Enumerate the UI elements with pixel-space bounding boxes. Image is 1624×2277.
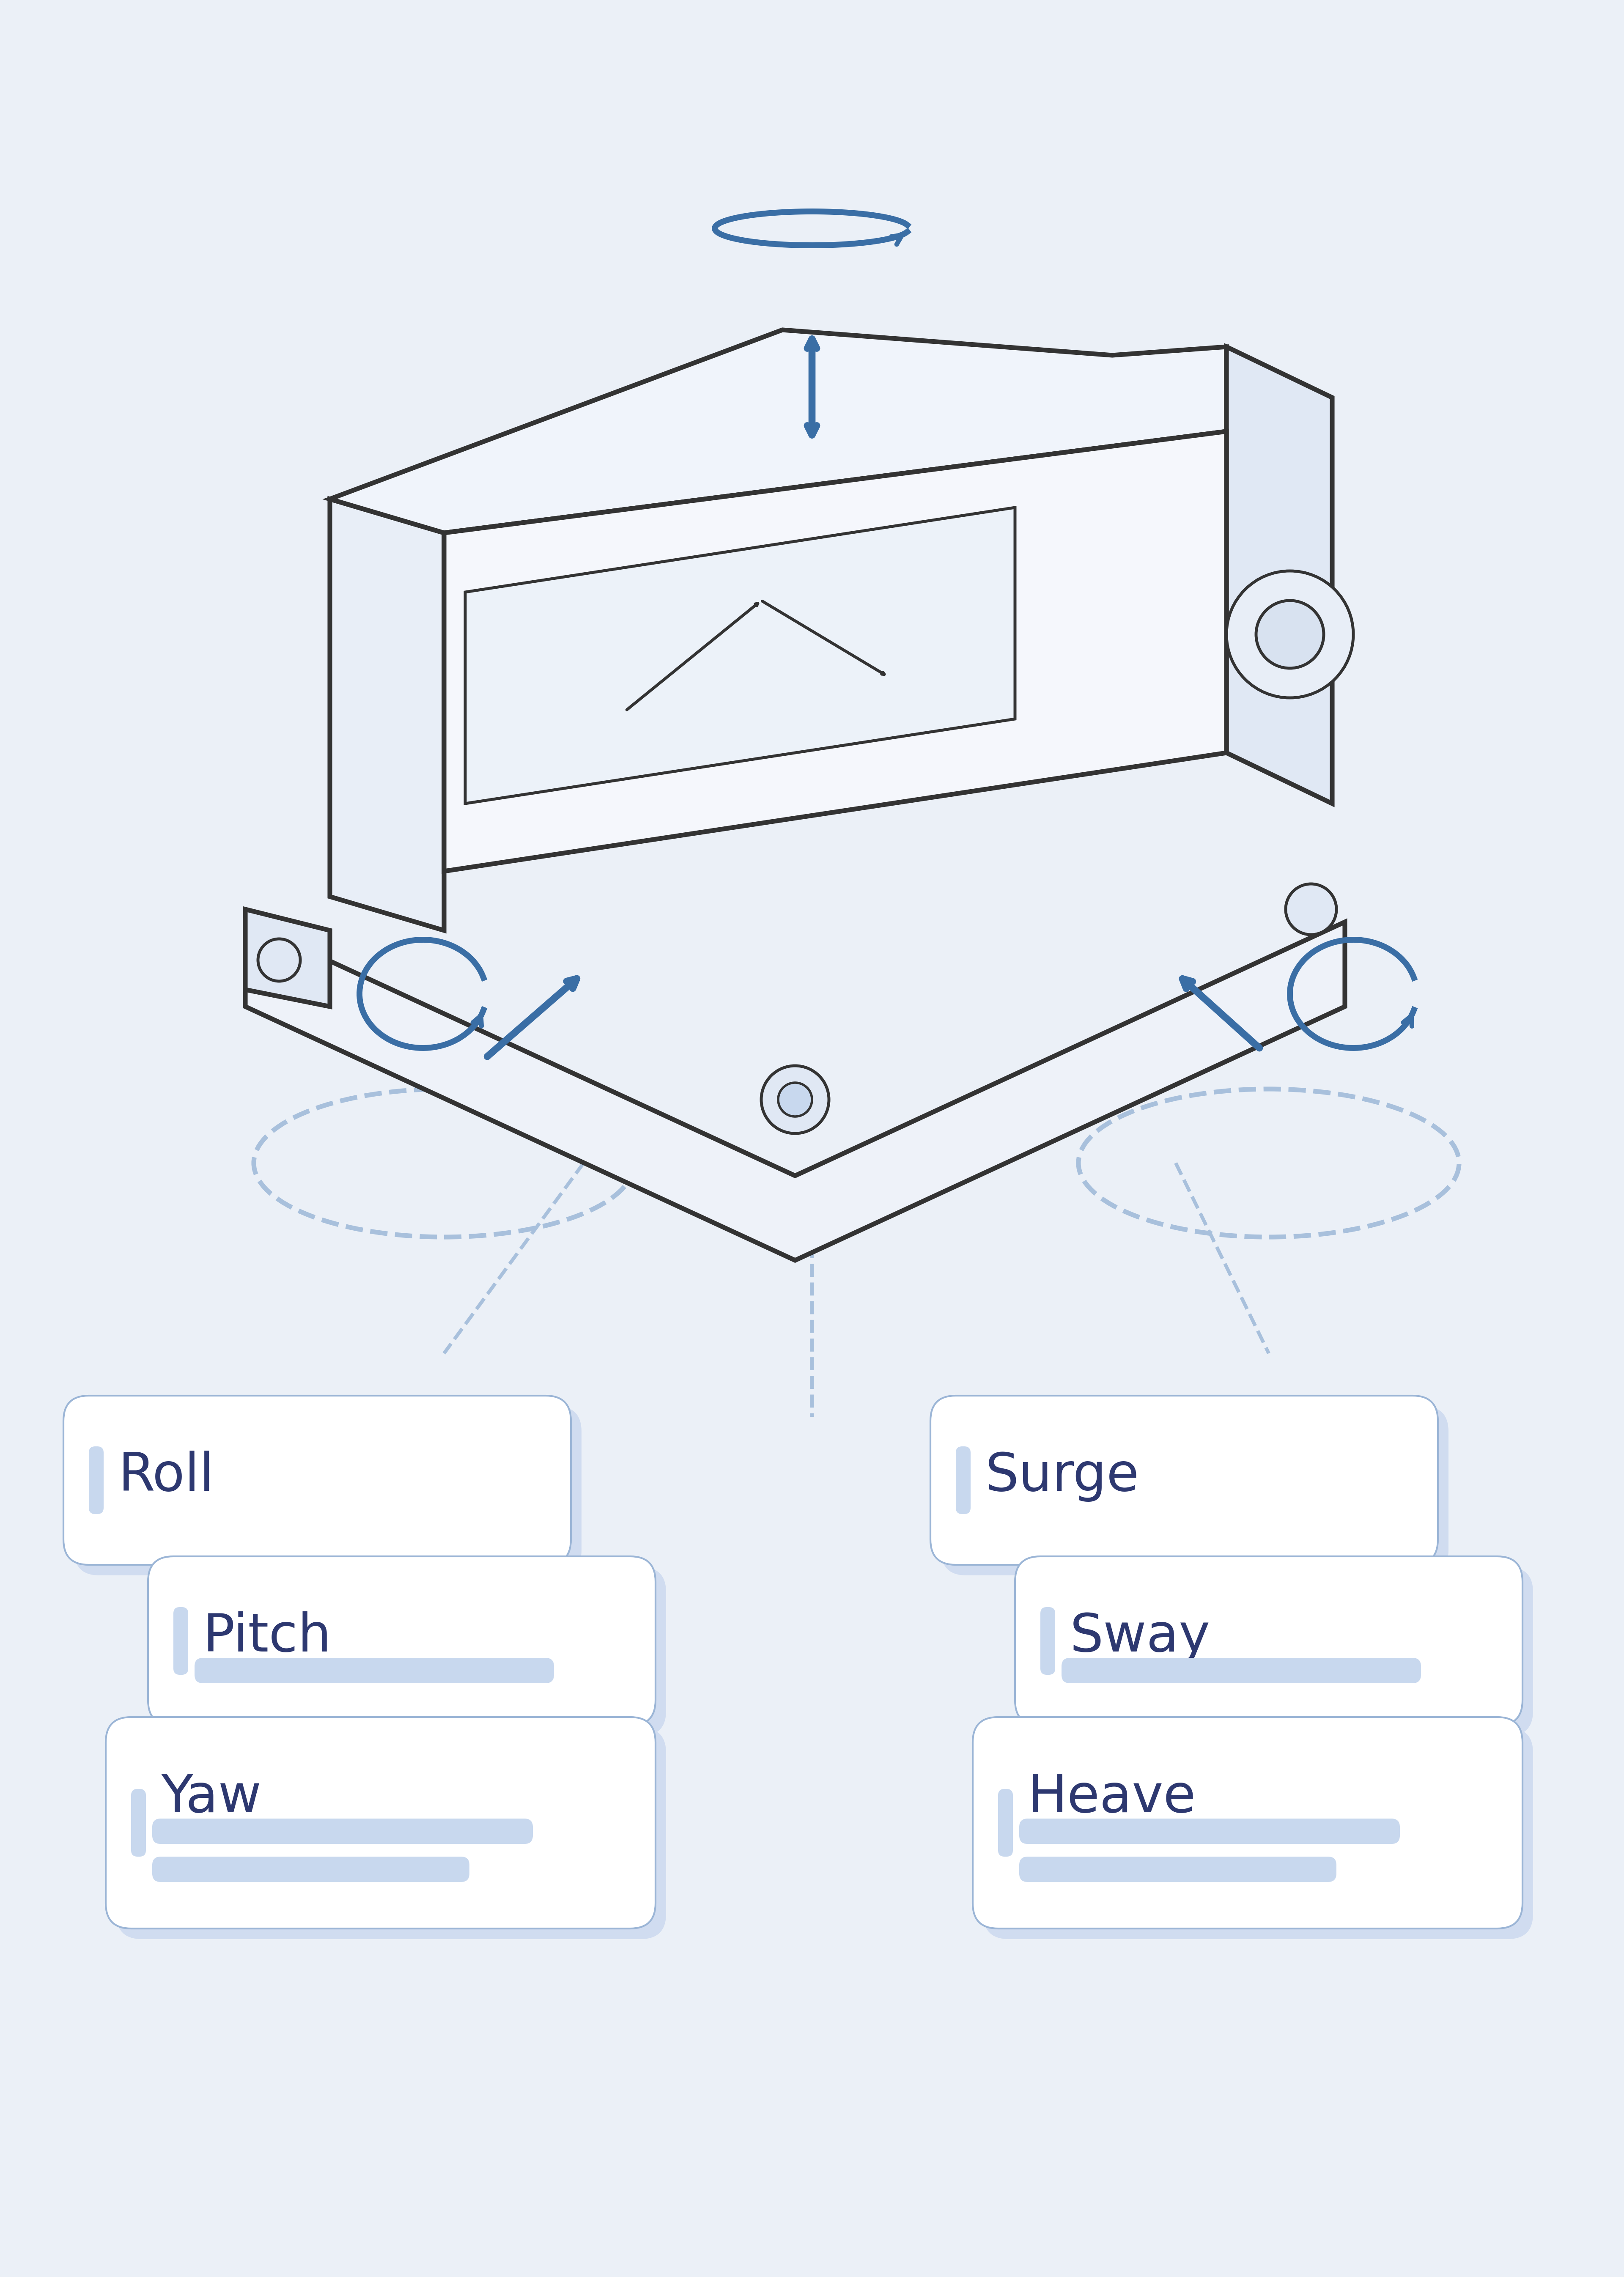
FancyBboxPatch shape bbox=[940, 1407, 1449, 1576]
Text: Roll: Roll bbox=[119, 1450, 214, 1503]
FancyBboxPatch shape bbox=[931, 1396, 1437, 1564]
Text: Yaw: Yaw bbox=[161, 1772, 261, 1824]
FancyBboxPatch shape bbox=[983, 1728, 1533, 1940]
Text: Surge: Surge bbox=[986, 1450, 1140, 1503]
FancyBboxPatch shape bbox=[1015, 1557, 1523, 1726]
Text: Heave: Heave bbox=[1028, 1772, 1197, 1824]
FancyBboxPatch shape bbox=[75, 1407, 581, 1576]
FancyBboxPatch shape bbox=[117, 1728, 666, 1940]
FancyBboxPatch shape bbox=[132, 1790, 146, 1856]
FancyBboxPatch shape bbox=[153, 1819, 533, 1844]
Circle shape bbox=[778, 1082, 812, 1116]
FancyBboxPatch shape bbox=[1020, 1819, 1400, 1844]
FancyBboxPatch shape bbox=[1020, 1856, 1337, 1883]
FancyBboxPatch shape bbox=[159, 1567, 666, 1735]
Circle shape bbox=[1255, 601, 1324, 667]
Circle shape bbox=[762, 1066, 828, 1134]
FancyBboxPatch shape bbox=[1062, 1658, 1421, 1683]
FancyBboxPatch shape bbox=[89, 1446, 104, 1514]
Polygon shape bbox=[245, 922, 1345, 1259]
Text: Sway: Sway bbox=[1070, 1612, 1210, 1662]
FancyBboxPatch shape bbox=[63, 1396, 572, 1564]
FancyBboxPatch shape bbox=[1026, 1567, 1533, 1735]
Polygon shape bbox=[443, 430, 1226, 872]
Circle shape bbox=[1286, 883, 1337, 934]
FancyBboxPatch shape bbox=[153, 1856, 469, 1883]
Polygon shape bbox=[330, 499, 443, 931]
FancyBboxPatch shape bbox=[148, 1557, 656, 1726]
Circle shape bbox=[1226, 572, 1353, 697]
FancyBboxPatch shape bbox=[195, 1658, 554, 1683]
Polygon shape bbox=[464, 508, 1015, 804]
Text: Pitch: Pitch bbox=[203, 1612, 331, 1662]
FancyBboxPatch shape bbox=[174, 1608, 188, 1676]
FancyBboxPatch shape bbox=[973, 1717, 1523, 1929]
Polygon shape bbox=[330, 330, 1226, 533]
Polygon shape bbox=[1226, 346, 1332, 804]
FancyBboxPatch shape bbox=[999, 1790, 1013, 1856]
FancyBboxPatch shape bbox=[957, 1446, 971, 1514]
Polygon shape bbox=[245, 909, 330, 1006]
Circle shape bbox=[258, 938, 300, 981]
FancyBboxPatch shape bbox=[1041, 1608, 1056, 1676]
FancyBboxPatch shape bbox=[106, 1717, 656, 1929]
